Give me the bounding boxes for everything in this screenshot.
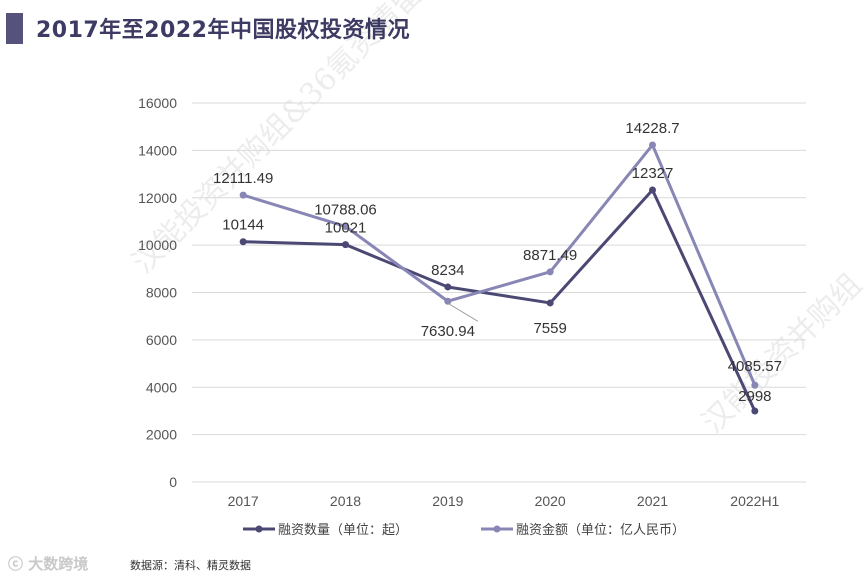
y-tick-label: 4000 (146, 379, 177, 395)
data-label: 7630.94 (421, 323, 475, 340)
series-line (242, 143, 757, 386)
data-point (239, 238, 247, 246)
x-tick-label: 2019 (432, 493, 463, 509)
y-tick-label: 0 (169, 474, 177, 490)
data-label: 2998 (738, 388, 771, 405)
x-tick-label: 2021 (637, 493, 668, 509)
logo-text: 大数跨境 (28, 555, 89, 573)
data-point (751, 381, 759, 389)
legend: 融资数量（单位：起） 融资金额（单位：亿人民币） (243, 522, 685, 538)
legend-label: 融资金额（单位：亿人民币） (516, 522, 685, 538)
x-tick-label: 2018 (330, 493, 361, 509)
data-label: 4085.57 (728, 358, 782, 375)
data-point (649, 186, 656, 194)
y-tick-label: 14000 (138, 142, 177, 158)
y-tick-label: 10000 (138, 237, 177, 253)
x-tick-label: 2022H1 (730, 493, 779, 509)
legend-swatch-marker (255, 525, 263, 533)
series-lines (239, 141, 759, 415)
x-tick-label: 2020 (535, 493, 566, 509)
y-tick-label: 2000 (146, 427, 177, 443)
data-point (342, 222, 349, 230)
y-tick-label: 6000 (146, 332, 177, 348)
data-point (444, 297, 452, 305)
grid-lines (192, 102, 806, 483)
data-label: 14228.7 (625, 120, 679, 137)
data-label: 8871.49 (523, 247, 577, 264)
data-labels: 10144 10021 8234 7559 12327 2998 12111.49 10788… (213, 120, 782, 405)
series-line (243, 188, 757, 412)
data-label: 8234 (431, 262, 464, 279)
y-tick-label: 16000 (138, 95, 177, 111)
x-tick-label: 2017 (228, 493, 259, 509)
data-point (649, 141, 656, 149)
data-label: 10021 (325, 220, 367, 237)
y-tick-label: 8000 (146, 285, 177, 301)
source-note: 数据源：清科、精灵数据 (130, 559, 251, 572)
data-label: 10788.06 (314, 201, 377, 218)
data-point (239, 191, 247, 199)
data-label: 10144 (222, 217, 264, 234)
data-point (444, 283, 452, 291)
x-axis-ticks: 2017 2018 2019 2020 2021 2022H1 (228, 493, 780, 509)
legend-label: 融资数量（单位：起） (278, 523, 408, 538)
data-label: 7559 (533, 320, 566, 337)
logo-icon: ⓒ (8, 555, 24, 573)
data-label: 12111.49 (213, 170, 273, 187)
legend-swatch-marker (493, 525, 501, 533)
label-leader-line (447, 302, 479, 322)
data-point (342, 241, 349, 249)
data-point (751, 407, 759, 415)
data-label: 12327 (632, 165, 674, 182)
y-axis-ticks: 0 2000 4000 6000 8000 10000 12000 14000 16000 (138, 95, 177, 490)
page-title: 2017年至2022年中国股权投资情况 (36, 18, 410, 43)
y-tick-label: 12000 (138, 190, 177, 206)
data-point (546, 299, 554, 307)
brand-logo: ⓒ 大数跨境 (8, 553, 88, 574)
title-accent-bar (6, 13, 23, 44)
data-point (546, 268, 554, 276)
